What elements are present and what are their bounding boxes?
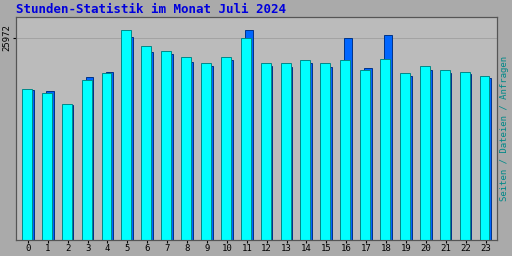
Bar [201, 63, 211, 240]
Bar [265, 66, 272, 240]
Bar [205, 66, 212, 240]
Bar [225, 60, 232, 240]
Bar [325, 67, 332, 240]
Bar [86, 77, 93, 240]
Bar [42, 93, 52, 240]
Bar [424, 70, 432, 240]
Bar [66, 105, 73, 240]
Bar [340, 60, 350, 240]
Bar [125, 37, 133, 240]
Bar [185, 61, 193, 240]
Bar [245, 30, 252, 240]
Bar [26, 90, 34, 240]
Bar [281, 63, 290, 240]
Bar [345, 38, 352, 240]
Bar [101, 73, 112, 240]
Bar [145, 52, 153, 240]
Bar [121, 30, 132, 240]
Bar [22, 89, 32, 240]
Bar [46, 91, 54, 240]
Bar [261, 63, 271, 240]
Text: Stunden-Statistik im Monat Juli 2024: Stunden-Statistik im Monat Juli 2024 [16, 3, 286, 16]
Bar [480, 76, 489, 240]
Bar [305, 63, 312, 240]
Y-axis label: Seiten / Dateien / Anfragen: Seiten / Dateien / Anfragen [500, 56, 509, 201]
Bar [161, 51, 171, 240]
Bar [165, 54, 173, 240]
Bar [241, 38, 251, 240]
Bar [365, 68, 372, 240]
Bar [105, 72, 113, 240]
Bar [440, 70, 450, 240]
Bar [484, 78, 492, 240]
Bar [384, 35, 392, 240]
Bar [400, 73, 410, 240]
Bar [321, 63, 330, 240]
Bar [181, 57, 191, 240]
Bar [221, 57, 231, 240]
Bar [81, 80, 92, 240]
Bar [62, 104, 72, 240]
Bar [141, 46, 151, 240]
Bar [404, 76, 412, 240]
Bar [420, 66, 430, 240]
Bar [285, 67, 292, 240]
Bar [301, 60, 310, 240]
Bar [460, 72, 470, 240]
Bar [464, 74, 472, 240]
Bar [380, 59, 390, 240]
Bar [444, 73, 452, 240]
Bar [360, 70, 370, 240]
